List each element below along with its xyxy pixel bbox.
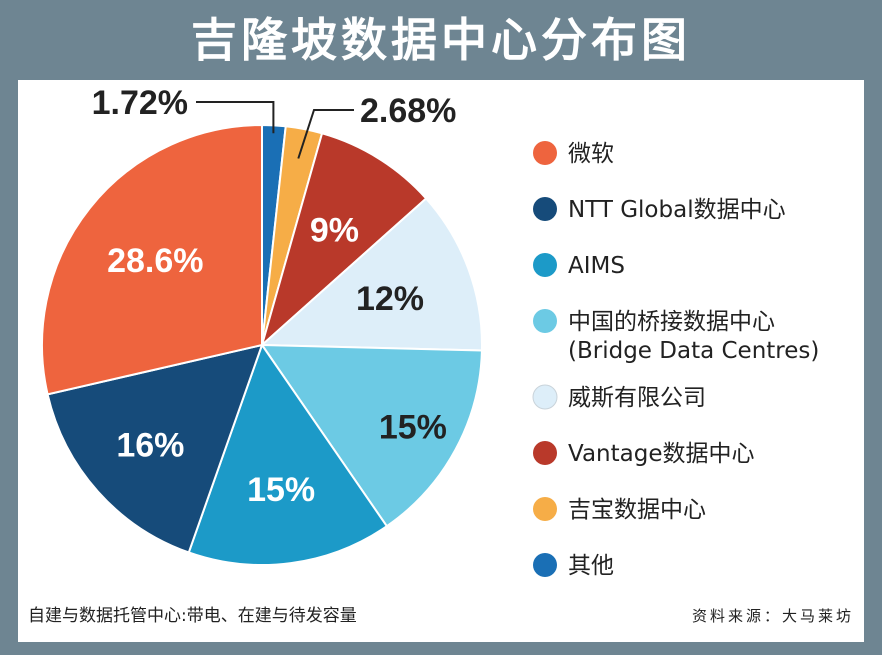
slice-label-4: 12% <box>356 280 424 318</box>
leader-line-2 <box>297 109 354 159</box>
slice-label-7: 16% <box>116 427 184 465</box>
slice-label-5: 15% <box>379 409 447 447</box>
legend-swatch-6 <box>533 441 557 465</box>
pie-slice-7 <box>46 343 264 554</box>
slice-labels: 1.72% 2.68% 9% 12% 15% 15% 16% 28.6% <box>92 84 457 509</box>
legend-label-8: 其他 <box>568 553 614 579</box>
pie-slice-6 <box>187 342 389 566</box>
legend-swatch-7 <box>533 497 557 521</box>
pie-slice-4 <box>259 197 483 352</box>
pie-chart: 1.72% 2.68% 9% 12% 15% 15% 16% 28.6% 微软 NTT Glob… <box>28 84 854 626</box>
chart-panel: 1.72% 2.68% 9% 12% 15% 15% 16% 28.6% 微软 NTT Glob… <box>18 80 864 642</box>
slice-label-1: 1.72% <box>92 84 188 122</box>
legend-label-3: AIMS <box>568 253 625 279</box>
slice-label-6: 15% <box>247 471 315 509</box>
pie-slice-3 <box>260 132 428 349</box>
slice-label-2: 2.68% <box>360 92 456 130</box>
leader-line-1 <box>196 101 275 134</box>
legend: 微软 NTT Global数据中心 AIMS 中国的桥接数据中心 (Bridge Dat… <box>532 141 819 579</box>
pie-slices <box>40 123 483 566</box>
pie-slice-8 <box>40 123 263 396</box>
legend-swatch-1 <box>533 141 557 165</box>
legend-swatch-4 <box>533 309 557 333</box>
legend-label-2: NTT Global数据中心 <box>568 197 786 223</box>
legend-swatch-8 <box>533 553 557 577</box>
legend-label-4-2: (Bridge Data Centres) <box>568 338 819 364</box>
legend-swatch-2 <box>533 197 557 221</box>
legend-label-5: 威斯有限公司 <box>568 385 706 411</box>
pie-slice-5 <box>260 343 483 528</box>
slice-label-8: 28.6% <box>107 242 203 280</box>
slice-label-3: 9% <box>310 211 359 249</box>
legend-label-4-1: 中国的桥接数据中心 <box>568 309 775 335</box>
legend-label-6: Vantage数据中心 <box>568 441 754 467</box>
legend-swatch-3 <box>533 253 557 277</box>
source-note: 资料来源：大马莱坊 <box>692 607 854 625</box>
footnote: 自建与数据托管中心:带电、在建与待发容量 <box>28 606 357 626</box>
legend-label-7: 吉宝数据中心 <box>568 497 706 523</box>
legend-label-1: 微软 <box>568 141 614 167</box>
legend-swatch-5 <box>532 384 558 410</box>
chart-title: 吉隆坡数据中心分布图 <box>191 13 691 67</box>
